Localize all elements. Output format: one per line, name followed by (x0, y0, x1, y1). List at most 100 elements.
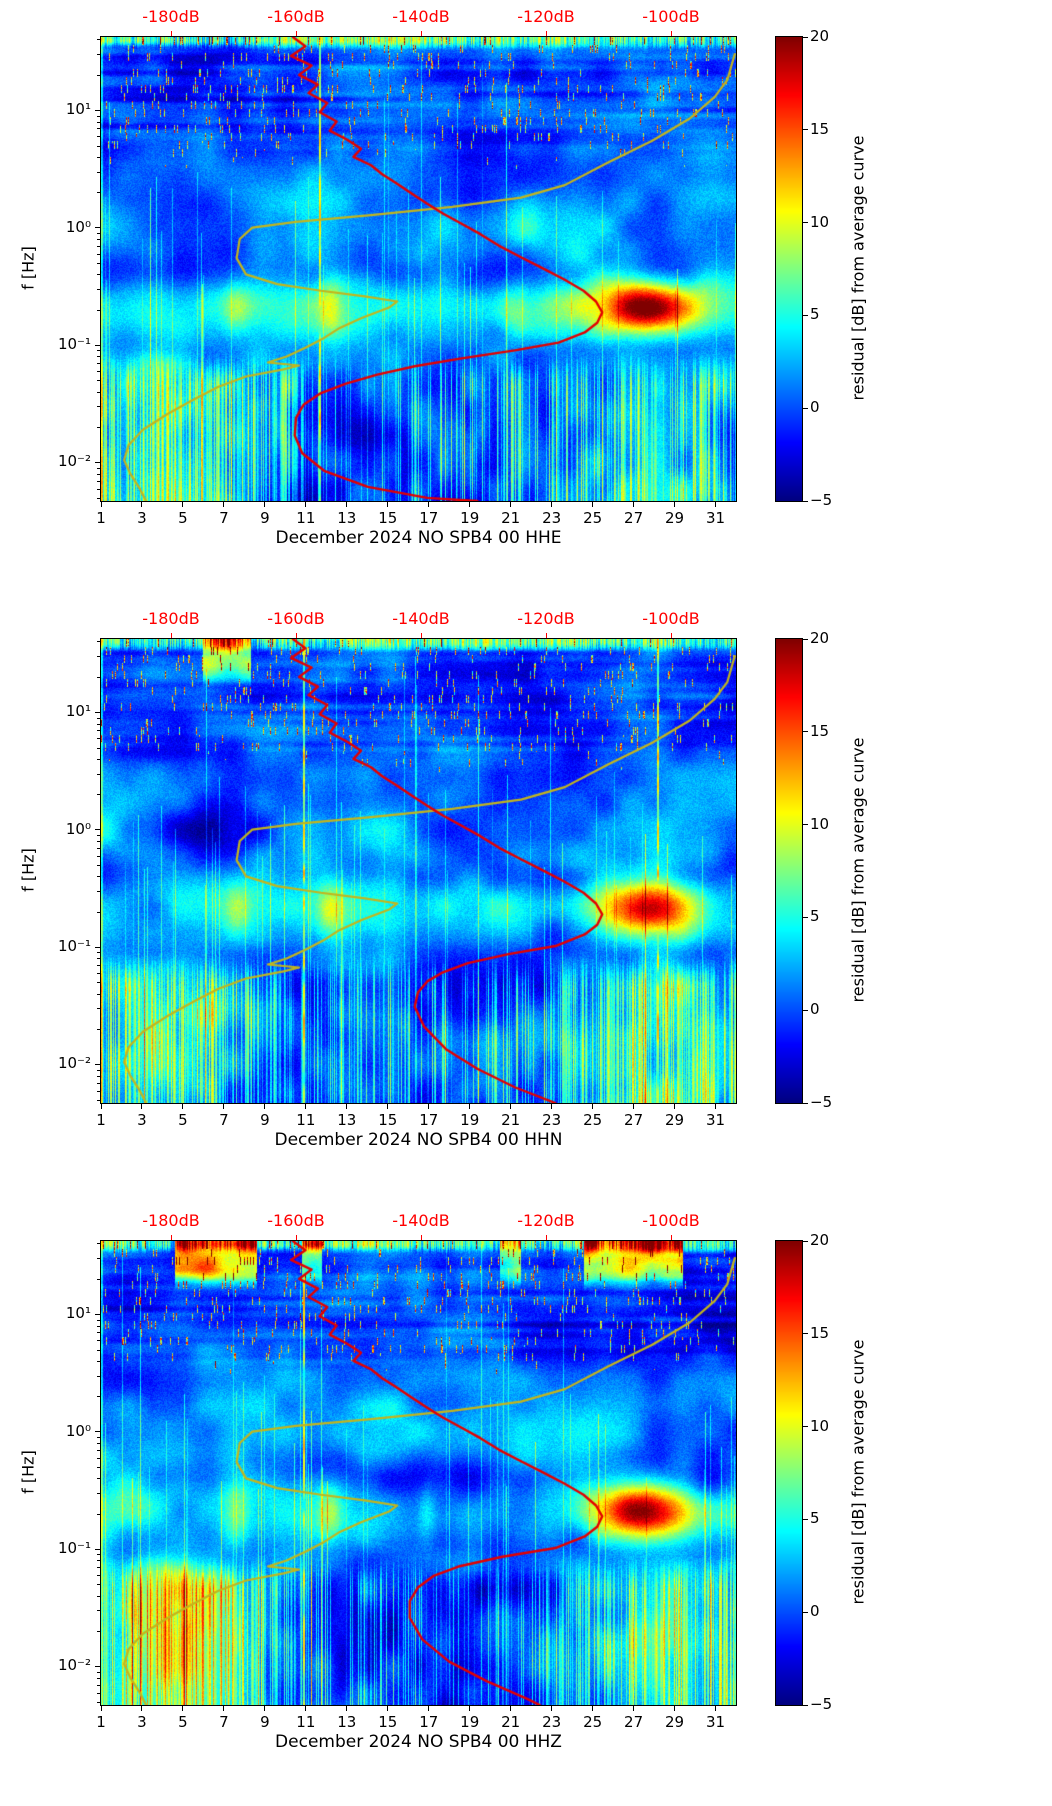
x-tick (264, 1104, 266, 1109)
colorbar-canvas (775, 36, 803, 502)
x-tick-label: 23 (542, 1111, 562, 1129)
colorbar-tick-label: 0 (810, 398, 820, 417)
y-tick-label: 10⁻¹ (57, 1539, 91, 1558)
x-tick (346, 1706, 348, 1711)
x-tick-label: 1 (96, 1713, 106, 1731)
x-tick (428, 1104, 430, 1109)
spectrogram-panel-hhn: f [Hz] residual [dB] from average curve … (0, 602, 1052, 1204)
colorbar-tick (803, 407, 808, 409)
x-tick-label: 3 (137, 1713, 147, 1731)
x-tick (674, 502, 676, 507)
y-axis-label: f [Hz] (18, 848, 38, 892)
colorbar-tick (803, 1426, 808, 1428)
x-tick-label: 17 (419, 509, 439, 527)
x-tick-label: 29 (665, 1713, 685, 1731)
x-tick-label: 5 (178, 1713, 188, 1731)
colorbar-tick (803, 824, 808, 826)
x-tick (264, 502, 266, 507)
x-tick-label: 9 (260, 1111, 270, 1129)
x-tick-label: 11 (296, 509, 316, 527)
top-axis-label: -140dB (392, 609, 450, 628)
plot-title: December 2024 NO SPB4 00 HHN (274, 1130, 563, 1150)
colorbar-tick-label: 10 (810, 814, 830, 833)
plot-title: December 2024 NO SPB4 00 HHE (275, 528, 562, 548)
x-tick (182, 502, 184, 507)
colorbar-tick (803, 500, 808, 502)
x-tick (305, 1104, 307, 1109)
x-tick-label: 29 (665, 1111, 685, 1129)
x-tick-label: 25 (583, 509, 603, 527)
y-tick-label: 10⁻² (57, 1656, 91, 1675)
colorbar-label: residual [dB] from average curve (848, 1339, 868, 1605)
top-axis-label: -180dB (142, 7, 200, 26)
x-tick-label: 31 (705, 1111, 726, 1129)
top-axis-label: -100dB (642, 609, 700, 628)
x-tick (592, 1706, 594, 1711)
spectrogram-panel-hhz: f [Hz] residual [dB] from average curve … (0, 1204, 1052, 1806)
colorbar-tick (803, 1333, 808, 1335)
x-tick (387, 502, 389, 507)
x-tick (510, 502, 512, 507)
x-tick-label: 19 (460, 1713, 480, 1731)
top-axis-label: -160dB (267, 1211, 325, 1230)
x-tick (141, 502, 143, 507)
x-tick-label: 7 (219, 1111, 229, 1129)
colorbar-canvas (775, 638, 803, 1104)
x-tick (715, 1104, 717, 1109)
x-tick-label: 11 (296, 1111, 316, 1129)
spectrogram-panel-hhe: f [Hz] residual [dB] from average curve … (0, 0, 1052, 602)
colorbar-tick-label: −5 (810, 1093, 833, 1111)
y-axis-label: f [Hz] (18, 1450, 38, 1494)
top-axis-label: -140dB (392, 7, 450, 26)
x-tick-label: 23 (542, 509, 562, 527)
colorbar-tick (803, 638, 808, 640)
x-tick (551, 1104, 553, 1109)
x-tick (264, 1706, 266, 1711)
colorbar-tick (803, 1518, 808, 1520)
x-tick-label: 17 (419, 1713, 439, 1731)
colorbar-tick-label: 5 (810, 1509, 820, 1528)
colorbar-tick-label: 20 (810, 27, 830, 45)
y-tick-label: 10¹ (65, 702, 91, 721)
colorbar-tick-label: −5 (810, 1695, 833, 1713)
x-tick (428, 1706, 430, 1711)
x-tick-label: 1 (96, 509, 106, 527)
colorbar-tick (803, 916, 808, 918)
colorbar-tick (803, 222, 808, 224)
x-tick (305, 502, 307, 507)
x-tick-label: 7 (219, 509, 229, 527)
x-tick (510, 1104, 512, 1109)
colorbar-tick-label: 20 (810, 629, 830, 647)
x-tick (633, 1104, 635, 1109)
x-tick-label: 9 (260, 509, 270, 527)
top-axis-label: -160dB (267, 7, 325, 26)
colorbar-tick (803, 1102, 808, 1104)
x-tick-label: 13 (337, 1111, 357, 1129)
top-axis-label: -140dB (392, 1211, 450, 1230)
y-tick-label: 10⁰ (65, 1421, 91, 1440)
x-tick (141, 1104, 143, 1109)
colorbar-tick (803, 1009, 808, 1011)
top-axis-label: -120dB (517, 7, 575, 26)
x-tick-label: 29 (665, 509, 685, 527)
x-tick-label: 17 (419, 1111, 439, 1129)
colorbar-tick-label: 20 (810, 1231, 830, 1249)
top-axis-label: -100dB (642, 1211, 700, 1230)
x-tick (592, 502, 594, 507)
x-tick (633, 502, 635, 507)
x-tick-label: 19 (460, 1111, 480, 1129)
spectrogram-canvas (100, 1240, 737, 1706)
colorbar-tick (803, 731, 808, 733)
x-tick (674, 1104, 676, 1109)
x-tick-label: 5 (178, 1111, 188, 1129)
top-axis-label: -180dB (142, 609, 200, 628)
x-tick (633, 1706, 635, 1711)
y-tick-label: 10⁰ (65, 819, 91, 838)
y-tick-label: 10¹ (65, 1304, 91, 1323)
x-tick (182, 1104, 184, 1109)
x-tick (510, 1706, 512, 1711)
top-axis-label: -120dB (517, 609, 575, 628)
x-tick (428, 502, 430, 507)
x-tick-label: 3 (137, 1111, 147, 1129)
colorbar-tick-label: 5 (810, 907, 820, 926)
